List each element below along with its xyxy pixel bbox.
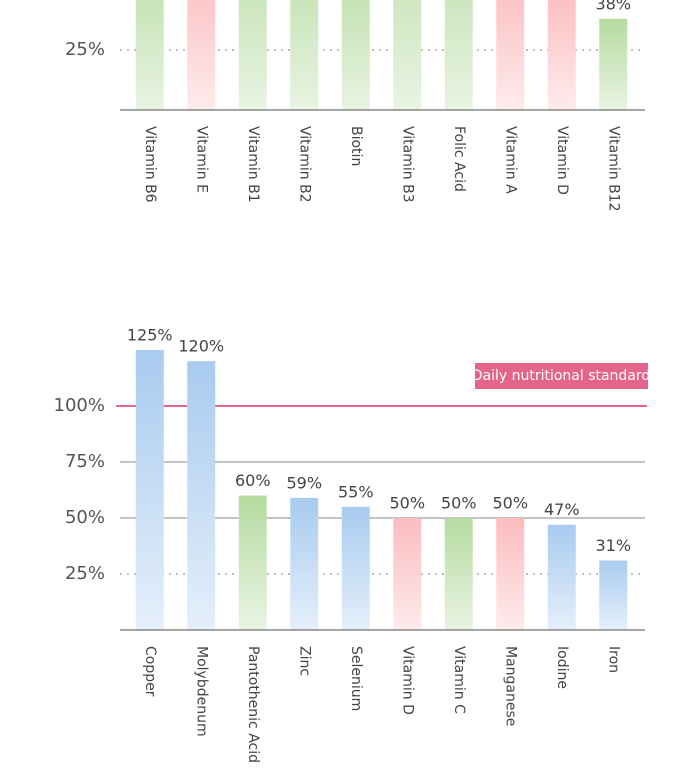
bar xyxy=(135,350,164,630)
x-tick-label: Molybdenum xyxy=(193,646,209,737)
value-label: 55% xyxy=(338,482,374,501)
x-tick-label: Vitamin B6 xyxy=(142,126,158,203)
bar xyxy=(238,0,267,110)
bar xyxy=(187,0,216,110)
reference-label: Daily nutritional standard xyxy=(472,368,651,384)
value-label: 47% xyxy=(544,500,580,519)
bar xyxy=(599,560,628,630)
value-label: 50% xyxy=(389,494,425,513)
bar xyxy=(393,0,422,110)
value-label: 125% xyxy=(127,326,173,345)
x-tick-label: Vitamin B1 xyxy=(245,126,261,203)
bar xyxy=(135,0,164,110)
bar xyxy=(496,0,525,110)
y-tick-label: 50% xyxy=(65,507,105,528)
x-tick-label: Copper xyxy=(142,646,158,697)
x-tick-label: Zinc xyxy=(296,646,312,676)
x-tick-label: Pantothenic Acid xyxy=(245,646,261,763)
y-tick-label: 100% xyxy=(54,395,105,416)
bar xyxy=(547,524,576,630)
y-tick-label: 25% xyxy=(65,563,105,584)
x-tick-label: Vitamin B12 xyxy=(605,126,621,212)
x-tick-label: Vitamin A xyxy=(502,126,518,194)
x-tick-label: Folic Acid xyxy=(451,126,467,192)
value-label: 120% xyxy=(178,337,224,356)
x-tick-label: Vitamin B3 xyxy=(399,126,415,203)
bar xyxy=(444,0,473,110)
value-label: 50% xyxy=(441,494,477,513)
value-label: 50% xyxy=(492,494,528,513)
x-tick-label: Manganese xyxy=(502,646,518,726)
x-tick-label: Vitamin D xyxy=(554,126,570,195)
x-tick-label: Iron xyxy=(605,646,621,673)
y-tick-label: 75% xyxy=(65,451,105,472)
bar xyxy=(187,361,216,630)
x-tick-label: Vitamin D xyxy=(399,646,415,715)
bar xyxy=(496,518,525,630)
reference-label-box xyxy=(475,363,648,389)
value-label: 60% xyxy=(235,471,271,490)
value-label: 38% xyxy=(595,0,631,13)
bar xyxy=(341,0,370,110)
bar xyxy=(341,506,370,630)
x-tick-label: Selenium xyxy=(348,646,364,711)
bar xyxy=(599,18,628,110)
x-tick-label: Vitamin B2 xyxy=(296,126,312,203)
bar xyxy=(444,518,473,630)
bar xyxy=(393,518,422,630)
x-tick-label: Iodine xyxy=(554,646,570,689)
x-tick-label: Vitamin C xyxy=(451,646,467,714)
bar xyxy=(547,0,576,110)
value-label: 59% xyxy=(286,473,322,492)
x-tick-label: Vitamin E xyxy=(193,126,209,193)
bar xyxy=(238,495,267,630)
bar xyxy=(290,0,319,110)
value-label: 31% xyxy=(595,536,631,555)
bar xyxy=(290,497,319,630)
y-tick-label: 25% xyxy=(65,39,105,60)
x-tick-label: Biotin xyxy=(348,126,364,166)
